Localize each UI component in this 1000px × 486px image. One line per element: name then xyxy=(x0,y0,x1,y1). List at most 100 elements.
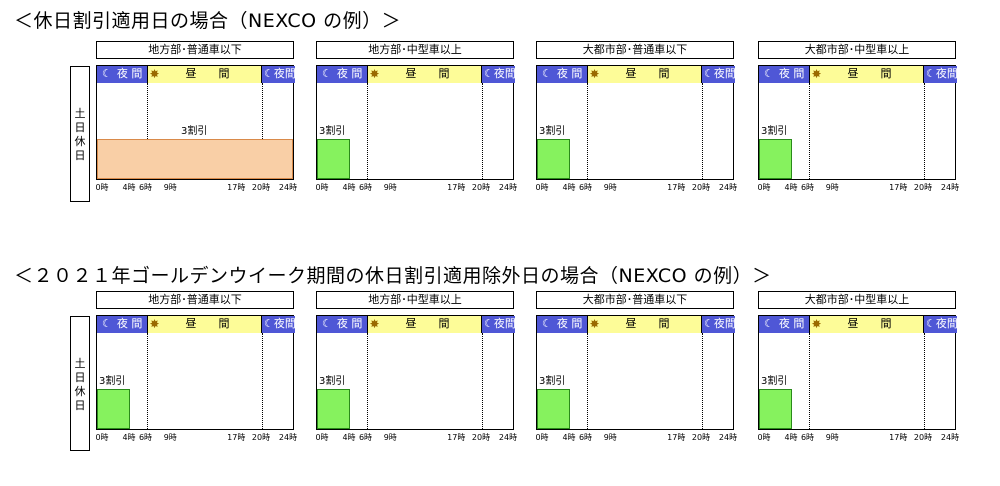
crescent-moon-icon: ☾ xyxy=(102,67,112,80)
section-title: ＜２０２１年ゴールデンウイーク期間の休日割引適用除外日の場合（NEXCO の例）… xyxy=(14,265,772,287)
night-band-late: ☾夜間 xyxy=(702,316,735,333)
discount-label: 3割引 xyxy=(761,126,788,137)
day-band-label: 昼 間 xyxy=(405,317,450,330)
tick-label: 0時 xyxy=(95,433,109,442)
tick-label: 0時 xyxy=(757,433,771,442)
time-boundary-line xyxy=(262,333,263,429)
night-band-label: 夜 間 xyxy=(336,67,363,80)
time-axis: 0時 4時 6時 9時 17時 20時 24時 xyxy=(315,432,518,442)
schedule-panel: 地方部･普通車以下 ☾ 夜 間 ✸ 昼 間 ☾夜間 3割引 0時 4時 6時 9時 17時 20時 24時 xyxy=(95,291,297,442)
crescent-moon-icon: ☾ xyxy=(484,67,494,80)
day-band: ✸ 昼 間 xyxy=(366,66,482,83)
day-band: ✸ 昼 間 xyxy=(146,316,262,333)
night-band-label: 夜間 xyxy=(493,317,515,330)
tick-label: 17時 xyxy=(667,183,686,192)
tick-label: 24時 xyxy=(940,183,960,192)
crescent-moon-icon: ☾ xyxy=(322,67,332,80)
sun-icon: ✸ xyxy=(149,317,160,331)
time-boundary-line xyxy=(366,333,368,429)
panel-title: 大都市部･中型車以上 xyxy=(758,41,956,59)
night-band-early: ☾ 夜 間 xyxy=(759,66,809,83)
night-band-late: ☾夜間 xyxy=(262,316,295,333)
day-band-label: 昼 間 xyxy=(625,67,670,80)
crescent-moon-icon: ☾ xyxy=(704,67,714,80)
tick-label: 24時 xyxy=(498,433,518,442)
night-band-label: 夜間 xyxy=(273,67,295,80)
tick-label: 9時 xyxy=(825,433,839,442)
tick-label: 24時 xyxy=(498,183,518,192)
tick-label: 4時 xyxy=(562,183,576,192)
tick-label: 0時 xyxy=(535,183,549,192)
tick-label: 4時 xyxy=(784,183,798,192)
day-band: ✸ 昼 間 xyxy=(808,316,924,333)
tick-label: 20時 xyxy=(251,183,271,192)
tick-label: 24時 xyxy=(278,183,298,192)
row-label-text: 土日休日 xyxy=(74,357,86,412)
night-band-late: ☾夜間 xyxy=(924,316,957,333)
timeline-box: ☾ 夜 間 ✸ 昼 間 ☾夜間 3割引 xyxy=(316,65,515,180)
tick-label: 17時 xyxy=(667,433,686,442)
tick-label: 4時 xyxy=(342,433,356,442)
timeline-box: ☾ 夜 間 ✸ 昼 間 ☾夜間 3割引 xyxy=(96,65,295,180)
tick-label: 0時 xyxy=(95,183,109,192)
tick-label: 6時 xyxy=(800,183,815,192)
tick-label: 6時 xyxy=(358,183,373,192)
schedule-panel: 大都市部･中型車以上 ☾ 夜 間 ✸ 昼 間 ☾夜間 3割引 0時 4時 6時 9時 17時 20時 24… xyxy=(757,41,959,192)
night-band-label: 夜 間 xyxy=(336,317,363,330)
tick-label: 20時 xyxy=(691,433,711,442)
time-axis: 0時 4時 6時 9時 17時 20時 24時 xyxy=(535,432,737,442)
night-band-label: 夜 間 xyxy=(116,67,143,80)
day-band-label: 昼 間 xyxy=(847,317,892,330)
tick-label: 9時 xyxy=(163,433,177,442)
timeline-box: ☾ 夜 間 ✸ 昼 間 ☾夜間 3割引 xyxy=(758,65,957,180)
discount-bar-night xyxy=(317,139,350,179)
crescent-moon-icon: ☾ xyxy=(704,317,714,330)
night-band-late: ☾夜間 xyxy=(262,66,295,83)
schedule-panel: 大都市部･普通車以下 ☾ 夜 間 ✸ 昼 間 ☾夜間 3割引 0時 4時 6時 9時 17時 20時 24… xyxy=(535,291,737,442)
night-band-early: ☾ 夜 間 xyxy=(759,316,809,333)
discount-label: 3割引 xyxy=(319,376,346,387)
crescent-moon-icon: ☾ xyxy=(322,317,332,330)
day-band: ✸ 昼 間 xyxy=(586,316,702,333)
crescent-moon-icon: ☾ xyxy=(764,317,774,330)
time-boundary-line xyxy=(924,333,925,429)
sun-icon: ✸ xyxy=(149,67,160,81)
panel-title: 地方部･中型車以上 xyxy=(316,291,514,309)
tick-label: 9時 xyxy=(603,183,617,192)
tick-label: 9時 xyxy=(603,433,617,442)
crescent-moon-icon: ☾ xyxy=(102,317,112,330)
tick-label: 4時 xyxy=(342,183,356,192)
time-axis: 0時 4時 6時 9時 17時 20時 24時 xyxy=(95,182,298,192)
time-boundary-line xyxy=(702,333,703,429)
tick-label: 24時 xyxy=(940,433,960,442)
night-band-late: ☾夜間 xyxy=(482,316,515,333)
crescent-moon-icon: ☾ xyxy=(542,67,552,80)
discount-bar-night xyxy=(759,139,792,179)
sun-icon: ✸ xyxy=(369,67,380,81)
tick-label: 0時 xyxy=(315,433,329,442)
discount-label: 3割引 xyxy=(181,126,208,137)
night-band-label: 夜間 xyxy=(935,67,957,80)
discount-label: 3割引 xyxy=(539,376,566,387)
schedule-panel: 地方部･中型車以上 ☾ 夜 間 ✸ 昼 間 ☾夜間 3割引 0時 4時 6時 9時 17時 20時 24時 xyxy=(315,41,517,192)
night-band-early: ☾ 夜 間 xyxy=(537,66,587,83)
tick-label: 4時 xyxy=(784,433,798,442)
section-title: ＜休日割引適用日の場合（NEXCO の例）＞ xyxy=(14,10,402,32)
discount-label: 3割引 xyxy=(99,376,126,387)
crescent-moon-icon: ☾ xyxy=(264,317,274,330)
time-boundary-line xyxy=(146,83,148,179)
time-axis: 0時 4時 6時 9時 17時 20時 24時 xyxy=(757,182,960,192)
sun-icon: ✸ xyxy=(589,317,600,331)
schedule-panel: 大都市部･普通車以下 ☾ 夜 間 ✸ 昼 間 ☾夜間 3割引 0時 4時 6時 9時 17時 20時 24… xyxy=(535,41,737,192)
crescent-moon-icon: ☾ xyxy=(926,317,936,330)
day-band: ✸ 昼 間 xyxy=(586,66,702,83)
time-boundary-line xyxy=(924,83,925,179)
tick-label: 9時 xyxy=(383,433,397,442)
tick-label: 20時 xyxy=(471,433,491,442)
time-boundary-line xyxy=(808,83,810,179)
panel-title: 大都市部･普通車以下 xyxy=(536,291,734,309)
time-axis: 0時 4時 6時 9時 17時 20時 24時 xyxy=(535,182,737,192)
crescent-moon-icon: ☾ xyxy=(764,67,774,80)
day-band-label: 昼 間 xyxy=(847,67,892,80)
night-band-early: ☾ 夜 間 xyxy=(97,66,147,83)
